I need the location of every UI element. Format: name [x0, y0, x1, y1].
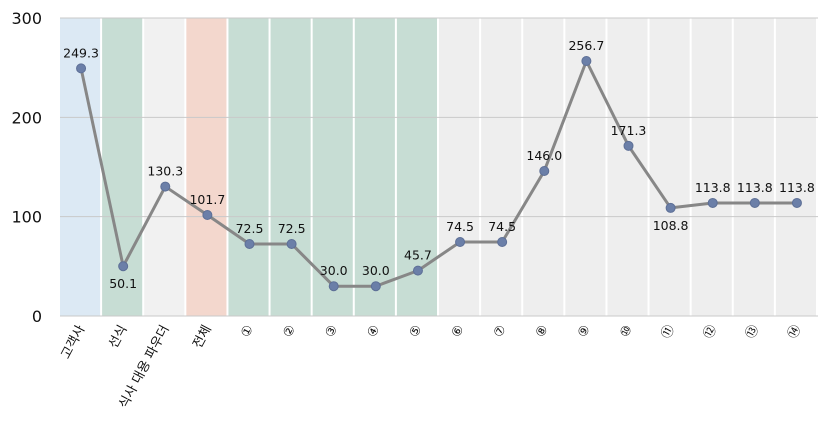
- category-band-18: [775, 18, 816, 316]
- data-point-13: [581, 56, 592, 67]
- data-point-3: [160, 181, 171, 192]
- category-band-2: [102, 18, 143, 316]
- data-point-12: [539, 165, 550, 176]
- category-band-4: [186, 18, 227, 316]
- category-band-16: [691, 18, 732, 316]
- data-point-5: [244, 238, 255, 249]
- x-category-label-12: ⑧: [533, 323, 552, 340]
- data-label-1: 249.3: [63, 45, 99, 60]
- category-band-5: [228, 18, 269, 316]
- data-point-16: [707, 197, 718, 208]
- x-category-label-9: ⑤: [407, 323, 426, 340]
- category-band-11: [481, 18, 522, 316]
- data-label-7: 30.0: [320, 263, 348, 278]
- series-line-group: [79, 59, 797, 288]
- data-label-8: 30.0: [362, 263, 390, 278]
- data-point-14: [623, 140, 634, 151]
- data-label-15: 108.8: [653, 218, 689, 233]
- data-label-4: 101.7: [189, 192, 225, 207]
- data-label-17: 113.8: [737, 180, 773, 195]
- data-point-17: [749, 197, 760, 208]
- data-label-18: 113.8: [779, 180, 815, 195]
- category-band-15: [649, 18, 690, 316]
- x-category-label-10: ⑥: [449, 323, 468, 340]
- x-category-label-8: ④: [365, 323, 384, 340]
- category-bands: [60, 18, 816, 316]
- data-label-16: 113.8: [695, 180, 731, 195]
- y-axis-ticks: 0 100 200 300: [11, 9, 42, 326]
- gridlines: [60, 17, 818, 317]
- data-point-8: [370, 281, 381, 292]
- data-label-11: 74.5: [488, 219, 516, 234]
- x-category-label-5: ①: [238, 323, 257, 340]
- series-line: [79, 59, 797, 288]
- data-label-3: 130.3: [147, 164, 183, 179]
- category-band-3: [144, 18, 185, 316]
- category-band-17: [733, 18, 774, 316]
- data-point-15: [665, 202, 676, 213]
- data-label-9: 45.7: [404, 248, 432, 263]
- data-label-5: 72.5: [236, 221, 264, 236]
- data-point-9: [412, 265, 423, 276]
- data-label-14: 171.3: [611, 123, 647, 138]
- data-markers: [76, 56, 802, 292]
- category-band-7: [312, 18, 353, 316]
- data-label-10: 74.5: [446, 219, 474, 234]
- data-point-18: [791, 197, 802, 208]
- data-label-2: 50.1: [109, 276, 137, 291]
- data-point-11: [497, 236, 508, 247]
- x-category-label-13: ⑨: [575, 323, 594, 340]
- x-category-label-7: ③: [323, 323, 342, 340]
- x-category-label-16: ⑫: [701, 323, 720, 342]
- data-point-4: [202, 209, 213, 220]
- category-band-10: [439, 18, 480, 316]
- x-category-label-11: ⑦: [491, 323, 510, 340]
- y-tick-label-100: 100: [11, 208, 42, 227]
- y-tick-label-0: 0: [32, 307, 42, 326]
- data-label-12: 146.0: [526, 148, 562, 163]
- x-category-label-17: ⑬: [743, 323, 762, 342]
- data-point-1: [76, 63, 87, 74]
- x-category-label-15: ⑪: [659, 323, 678, 342]
- x-category-label-2: 선식: [106, 323, 130, 351]
- x-category-label-6: ②: [280, 323, 299, 340]
- data-label-13: 256.7: [568, 38, 604, 53]
- data-point-2: [118, 261, 129, 272]
- x-category-label-4: 전체: [190, 323, 214, 351]
- data-label-6: 72.5: [278, 221, 306, 236]
- x-category-label-1: 고객사: [58, 323, 88, 362]
- x-category-label-18: ⑭: [785, 323, 804, 342]
- y-tick-label-300: 300: [11, 9, 42, 28]
- y-tick-label-200: 200: [11, 108, 42, 127]
- data-point-7: [328, 281, 339, 292]
- x-category-label-14: ⑩: [617, 323, 636, 340]
- data-point-6: [286, 238, 297, 249]
- category-band-1: [60, 18, 101, 316]
- data-labels: 249.3 50.1 130.3 101.7 72.5 72.5 30.0 30.0 45.7 7…: [63, 38, 815, 291]
- category-band-6: [270, 18, 311, 316]
- category-band-8: [354, 18, 395, 316]
- category-band-14: [607, 18, 648, 316]
- data-point-10: [455, 236, 466, 247]
